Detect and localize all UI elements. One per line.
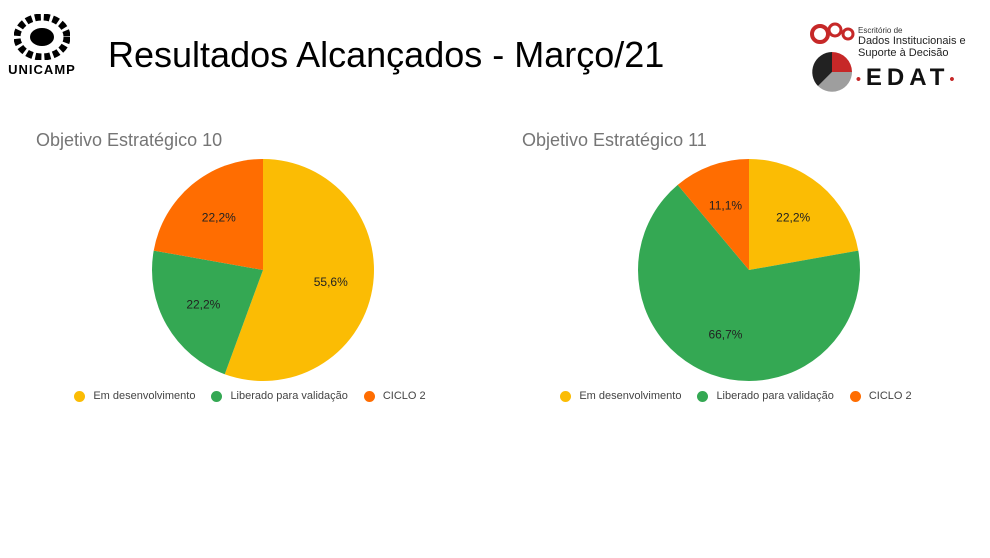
legend-item: Em desenvolvimento bbox=[560, 390, 681, 402]
chart-legend: Em desenvolvimento Liberado para validaçã… bbox=[516, 390, 956, 402]
pie-slice-3 bbox=[677, 159, 749, 270]
unicamp-emblem-icon bbox=[14, 14, 70, 60]
pie-slice-label: 55,6% bbox=[314, 275, 348, 289]
unicamp-wordmark: UNICAMP bbox=[8, 62, 76, 77]
edat-gears-pie-icon bbox=[810, 22, 855, 92]
edat-line1: Escritório de bbox=[858, 26, 903, 35]
legend-item: Liberado para validação bbox=[697, 390, 834, 402]
pie-slice-label: 22,2% bbox=[202, 210, 236, 224]
pie-chart-oe11: 22,2% 66,7% 11,1% bbox=[638, 159, 861, 381]
edat-line3: Suporte à Decisão bbox=[858, 47, 949, 59]
legend-label: CICLO 2 bbox=[382, 390, 426, 402]
pie-slice-2 bbox=[151, 250, 263, 375]
edat-line2: Dados Institucionais e bbox=[858, 35, 966, 47]
legend-item: CICLO 2 bbox=[849, 390, 912, 402]
pie-slice-label: 11,1% bbox=[709, 198, 742, 212]
legend-label: CICLO 2 bbox=[868, 390, 912, 402]
legend-swatch bbox=[849, 390, 861, 402]
edat-acronym: •EDAT• bbox=[856, 64, 960, 91]
page-title: Resultados Alcançados - Março/21 bbox=[108, 34, 665, 75]
legend-swatch bbox=[697, 390, 709, 402]
pie-chart-oe10: 55,6% 22,2% 22,2% bbox=[151, 159, 374, 381]
legend-swatch bbox=[74, 390, 86, 402]
pie-slice-2 bbox=[638, 184, 861, 381]
legend-swatch bbox=[363, 390, 375, 402]
chart-panel-oe10: Objetivo Estratégico 10 55,6% 22,2% 22,2% … bbox=[30, 118, 470, 418]
pie-slice-label: 22,2% bbox=[776, 210, 810, 224]
chart-panel-oe11: Objetivo Estratégico 11 22,2% 66,7% 11,1% … bbox=[516, 118, 956, 418]
legend-item: Em desenvolvimento bbox=[74, 390, 195, 402]
pie-slice-label: 66,7% bbox=[708, 328, 742, 342]
chart-title: Objetivo Estratégico 11 bbox=[522, 130, 707, 150]
pie-slice-3 bbox=[153, 159, 263, 270]
unicamp-logo: UNICAMP bbox=[6, 14, 78, 92]
legend-item: Liberado para validação bbox=[211, 390, 348, 402]
legend-swatch bbox=[211, 390, 223, 402]
legend-label: Em desenvolvimento bbox=[93, 390, 196, 402]
pie-slice-label: 22,2% bbox=[186, 297, 220, 311]
chart-title: Objetivo Estratégico 10 bbox=[36, 130, 223, 150]
legend-item: CICLO 2 bbox=[363, 390, 426, 402]
edat-logo: Escritório de Dados Institucionais e Sup… bbox=[808, 20, 978, 92]
pie-slice-1 bbox=[749, 159, 859, 270]
pie-slice-1 bbox=[224, 159, 374, 381]
legend-label: Liberado para validação bbox=[716, 390, 834, 402]
legend-label: Liberado para validação bbox=[230, 390, 348, 402]
legend-label: Em desenvolvimento bbox=[579, 390, 682, 402]
chart-legend: Em desenvolvimento Liberado para validaçã… bbox=[30, 390, 470, 402]
legend-swatch bbox=[560, 390, 572, 402]
